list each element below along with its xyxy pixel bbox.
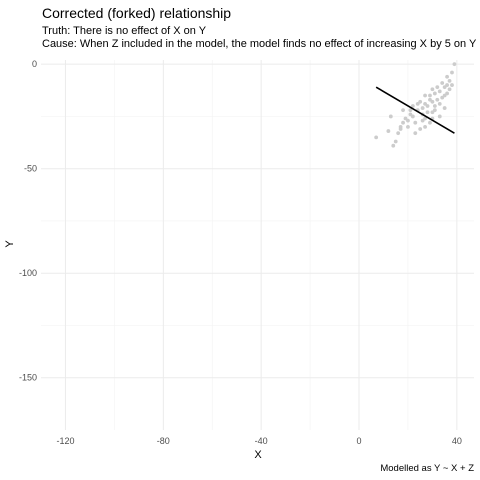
data-point: [386, 129, 391, 133]
data-point: [406, 124, 410, 129]
y-tick-label: -100: [19, 268, 37, 278]
data-point: [450, 83, 454, 87]
data-point: [425, 110, 430, 115]
chart-title: Corrected (forked) relationship: [42, 5, 232, 21]
data-point: [418, 99, 423, 104]
data-point: [408, 108, 413, 113]
subtitle-line-truth: Truth: There is no effect of X on Y: [42, 25, 207, 37]
data-point: [430, 87, 435, 92]
data-point: [447, 87, 452, 92]
data-point: [437, 101, 442, 106]
data-point: [445, 74, 449, 79]
data-point: [393, 139, 398, 144]
data-point: [423, 93, 427, 98]
grid-lines: [41, 60, 474, 430]
data-point: [437, 89, 442, 94]
data-point: [413, 120, 418, 125]
y-tick-label: -50: [24, 164, 37, 174]
data-point: [413, 131, 418, 136]
data-point: [432, 104, 437, 108]
data-point: [423, 116, 427, 121]
data-point: [391, 143, 396, 148]
data-point: [401, 108, 405, 113]
y-tick-label: 0: [32, 59, 37, 69]
data-point: [445, 91, 449, 96]
y-axis-title: Y: [4, 240, 16, 248]
x-axis-title: X: [254, 449, 262, 461]
data-point: [410, 104, 415, 108]
data-point: [447, 79, 452, 83]
data-point: [398, 127, 403, 131]
chart-caption: Modelled as Y ~ X + Z: [380, 463, 474, 474]
data-point: [452, 62, 457, 67]
data-point: [440, 81, 445, 85]
data-point: [374, 135, 379, 140]
data-point: [435, 97, 440, 102]
data-point: [445, 83, 449, 87]
x-tick-label: -120: [56, 436, 74, 446]
data-point: [428, 120, 432, 125]
data-point: [442, 106, 447, 110]
data-point: [418, 127, 423, 131]
x-tick-label: -40: [255, 436, 268, 446]
data-point: [423, 124, 427, 129]
data-point: [406, 118, 410, 123]
data-point: [432, 108, 437, 113]
data-point: [435, 85, 440, 90]
fit-line: [375, 86, 455, 134]
data-points: [374, 62, 457, 148]
tick-labels: -120 -80 -40 0 40 0 -50 -100 -150: [19, 59, 462, 446]
data-point: [437, 114, 442, 119]
data-point: [430, 99, 435, 104]
data-point: [410, 114, 415, 119]
fit-line-group: [375, 86, 455, 134]
subtitle-line-cause: Cause: When Z included in the model, the…: [42, 38, 477, 50]
x-tick-label: 0: [357, 436, 362, 446]
data-point: [425, 104, 430, 108]
data-point: [388, 114, 393, 119]
x-tick-label: -80: [157, 436, 170, 446]
data-point: [396, 131, 401, 136]
chart-subtitle: Truth: There is no effect of X on Y Caus…: [42, 25, 476, 51]
x-tick-label: 40: [452, 436, 462, 446]
data-point: [450, 70, 454, 75]
data-point: [420, 106, 425, 110]
data-point: [428, 93, 432, 98]
y-tick-label: -150: [19, 373, 37, 383]
data-point: [401, 120, 405, 125]
data-point: [432, 91, 437, 96]
